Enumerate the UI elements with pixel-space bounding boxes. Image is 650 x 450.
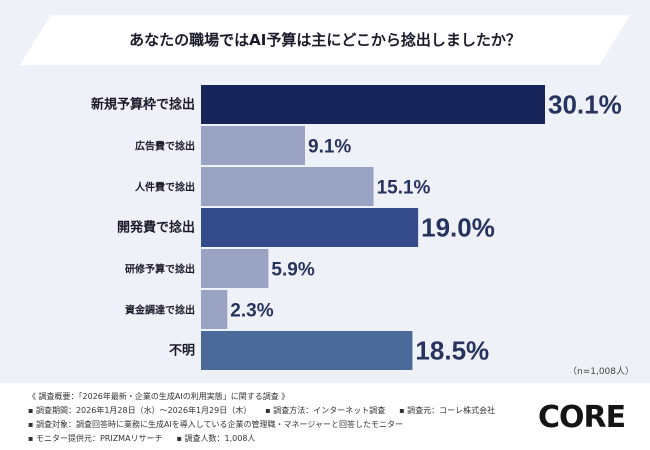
bar (201, 249, 269, 288)
survey-footer: 《 調査概要：「2026年最新・企業の生成AIの利用実態」に関する調査 》 ▪ … (28, 390, 509, 446)
logo: CORE (538, 400, 626, 435)
category-label: 不明 (169, 344, 195, 359)
bar (201, 208, 419, 247)
bar (201, 290, 228, 329)
value-label: 15.1% (377, 178, 431, 199)
sample-size: （n=1,008人） (567, 367, 634, 377)
category-label: 人件費で捻出 (135, 181, 195, 194)
bar (201, 167, 374, 206)
value-label: 18.5% (415, 336, 489, 366)
category-label: 開発費で捻出 (117, 220, 195, 236)
chart-title: あなたの職場ではAI予算は主にどこから捻出しましたか？ (129, 31, 521, 49)
survey-count: ▪ 調査人数：1,008人 (176, 434, 256, 443)
survey-method: ▪ 調査方法：インターネット調査 (265, 406, 386, 415)
value-label: 5.9% (271, 260, 314, 281)
category-label: 新規予算枠で捻出 (91, 97, 195, 113)
value-label: 30.1% (548, 90, 622, 120)
survey-target: ▪ 調査対象：調査回答時に業務に生成AIを導入している企業の管理職・マネージャー… (28, 420, 403, 429)
survey-title: 《 調査概要：「2026年最新・企業の生成AIの利用実態」に関する調査 》 (28, 392, 290, 401)
category-label: 資金調達で捻出 (125, 304, 195, 317)
value-label: 9.1% (308, 137, 351, 158)
bar (201, 126, 305, 165)
value-label: 19.0% (421, 213, 495, 243)
bar (201, 85, 545, 124)
title-banner (20, 15, 630, 65)
survey-period: ▪ 調査期間：2026年1月28日（水）～2026年1月29日（木） (28, 406, 252, 415)
survey-provider: ▪ モニター提供元：PRIZMAリサーチ (28, 434, 163, 443)
bar-chart: 新規予算枠で捻出 30.1% 広告費で捻出 9.1% 人件費で捻出 15.1% 開発費で捻出… (91, 85, 622, 370)
category-label: 広告費で捻出 (135, 140, 195, 153)
bar (201, 331, 413, 370)
category-label: 研修予算で捻出 (125, 263, 195, 276)
survey-source: ▪ 調査元：コーレ株式会社 (399, 406, 496, 415)
value-label: 2.3% (230, 301, 273, 322)
